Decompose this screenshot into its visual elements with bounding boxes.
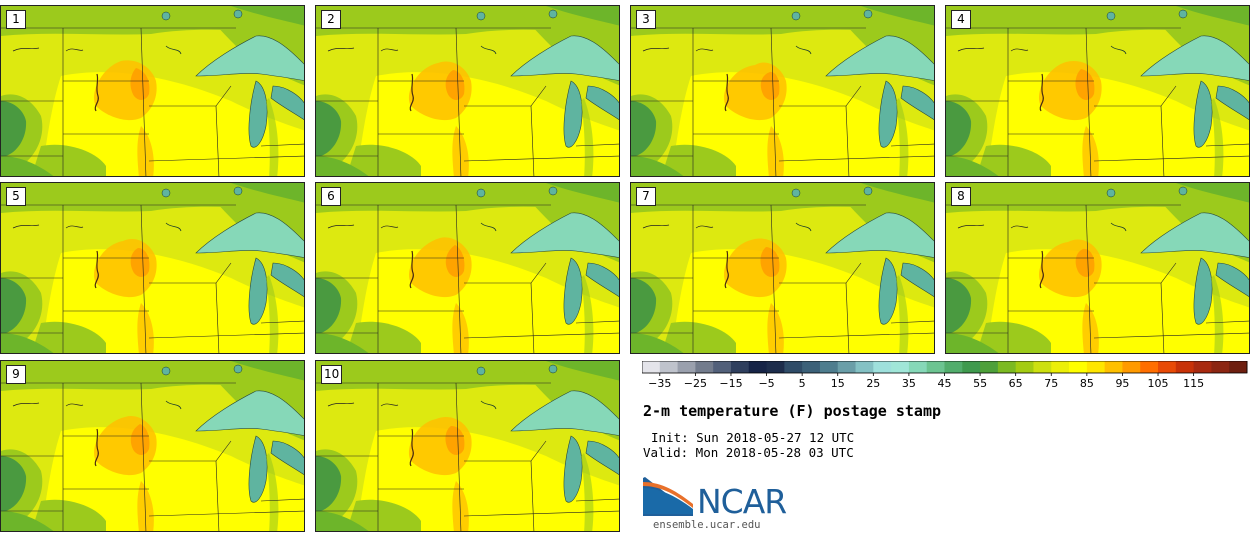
member-panel-10: 10 xyxy=(315,360,620,532)
colorbar-segment xyxy=(1158,361,1177,373)
colorbar-tick-label: 15 xyxy=(831,377,845,390)
colorbar-tick-label: 55 xyxy=(973,377,987,390)
member-number: 4 xyxy=(951,10,971,29)
temperature-map xyxy=(1,6,304,176)
colorbar-segment xyxy=(873,361,892,373)
colorbar-segment xyxy=(802,361,821,373)
colorbar: −35 −25 −15 −5 5 15 25 35 45 55 65 75 85 95 105 115 xyxy=(642,361,1248,390)
colorbar-tick-label: −5 xyxy=(758,377,774,390)
member-number: 7 xyxy=(636,187,656,206)
colorbar-tick-label: 95 xyxy=(1115,377,1129,390)
colorbar-tick-label: 65 xyxy=(1009,377,1023,390)
member-number: 5 xyxy=(6,187,26,206)
colorbar-segment xyxy=(1140,361,1159,373)
temperature-map xyxy=(631,6,934,176)
colorbar-segment xyxy=(819,361,839,373)
member-panel-8: 8 xyxy=(945,182,1250,354)
colorbar-segment xyxy=(980,361,999,373)
colorbar-segment xyxy=(1069,361,1088,373)
colorbar-tick-label: −25 xyxy=(684,377,707,390)
temperature-map xyxy=(316,183,619,353)
colorbar-segment xyxy=(1015,361,1034,373)
member-number: 9 xyxy=(6,365,26,384)
website-url: ensemble.ucar.edu xyxy=(653,519,761,531)
temperature-map xyxy=(1,183,304,353)
colorbar-segment xyxy=(908,361,928,373)
ncar-logo-text: NCAR xyxy=(697,482,787,521)
member-panel-4: 4 xyxy=(945,5,1250,177)
member-panel-1: 1 xyxy=(0,5,305,177)
colorbar-tick-label: 45 xyxy=(938,377,952,390)
colorbar-segment xyxy=(784,361,803,373)
member-number: 2 xyxy=(321,10,341,29)
member-panel-9: 9 xyxy=(0,360,305,532)
chart-title: 2-m temperature (F) postage stamp xyxy=(643,402,942,420)
temperature-map xyxy=(316,6,619,176)
member-number: 6 xyxy=(321,187,341,206)
member-number: 8 xyxy=(951,187,971,206)
colorbar-tick-label: 5 xyxy=(799,377,806,390)
colorbar-segment xyxy=(1051,361,1070,373)
colorbar-segment xyxy=(1175,361,1195,373)
ncar-logo-icon xyxy=(643,477,693,516)
colorbar-segment xyxy=(891,361,910,373)
member-panel-3: 3 xyxy=(630,5,935,177)
colorbar-tick-label: 115 xyxy=(1183,377,1204,390)
colorbar-segment xyxy=(837,361,857,373)
colorbar-tick-label: −15 xyxy=(719,377,742,390)
colorbar-segment xyxy=(730,361,750,373)
colorbar-segment xyxy=(713,361,732,373)
ncar-logo: NCAR xyxy=(643,476,803,520)
colorbar-segment xyxy=(1104,361,1123,373)
colorbar-tick-label: −35 xyxy=(648,377,671,390)
colorbar-segment xyxy=(1193,361,1212,373)
colorbar-segment xyxy=(962,361,981,373)
member-panel-2: 2 xyxy=(315,5,620,177)
colorbar-segment xyxy=(766,361,785,373)
colorbar-segment xyxy=(855,361,874,373)
colorbar-tick-label: 85 xyxy=(1080,377,1094,390)
colorbar-segment xyxy=(926,361,945,373)
colorbar-segment xyxy=(695,361,714,373)
colorbar-tick-label: 75 xyxy=(1044,377,1058,390)
colorbar-segment xyxy=(1033,361,1052,373)
member-number: 1 xyxy=(6,10,26,29)
member-number: 10 xyxy=(321,365,343,384)
colorbar-segment xyxy=(997,361,1017,373)
colorbar-segment xyxy=(748,361,768,373)
temperature-map xyxy=(1,361,304,531)
member-panel-7: 7 xyxy=(630,182,935,354)
temperature-map xyxy=(631,183,934,353)
member-panel-6: 6 xyxy=(315,182,620,354)
temperature-map xyxy=(946,6,1249,176)
colorbar-segment xyxy=(944,361,963,373)
colorbar-segment xyxy=(677,361,696,373)
colorbar-segment xyxy=(659,361,679,373)
temperature-map xyxy=(946,183,1249,353)
colorbar-tick-label: 105 xyxy=(1148,377,1169,390)
colorbar-segment xyxy=(1229,361,1248,373)
colorbar-segment xyxy=(1086,361,1106,373)
member-number: 3 xyxy=(636,10,656,29)
colorbar-segment xyxy=(1211,361,1230,373)
temperature-map xyxy=(316,361,619,531)
member-panel-5: 5 xyxy=(0,182,305,354)
colorbar-segment xyxy=(1122,361,1141,373)
colorbar-segment xyxy=(642,361,661,373)
colorbar-tick-label: 25 xyxy=(866,377,880,390)
colorbar-tick-label: 35 xyxy=(902,377,916,390)
init-time: Init: Sun 2018-05-27 12 UTC xyxy=(651,430,855,445)
valid-time: Valid: Mon 2018-05-28 03 UTC xyxy=(643,445,854,460)
